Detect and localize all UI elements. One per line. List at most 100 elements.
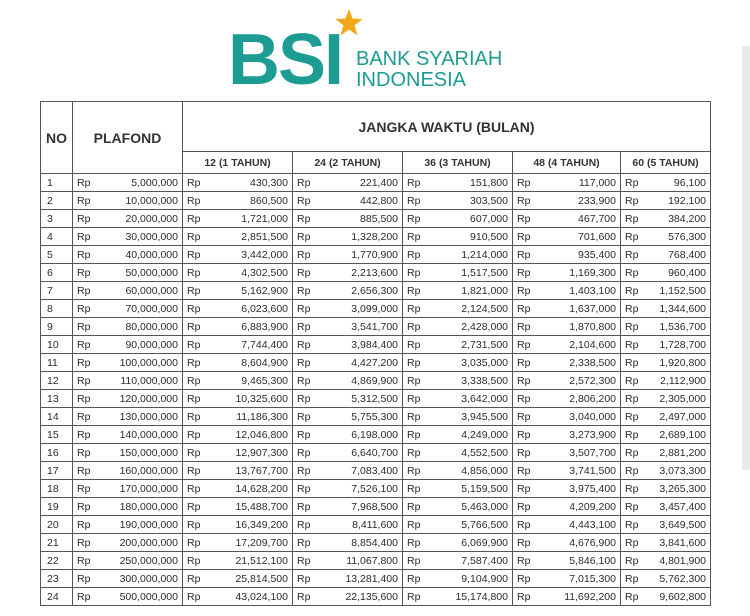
cell-content: Rp 3,099,000 <box>297 303 398 315</box>
installment-cell: Rp 9,602,800 <box>619 587 712 606</box>
currency: Rp <box>517 500 531 513</box>
cell-content: Rp 15,174,800 <box>407 591 508 603</box>
currency: Rp <box>187 464 201 477</box>
cell-content: Rp 4,427,200 <box>297 357 398 369</box>
cell-content: Rp 5,000,000 <box>77 177 178 189</box>
amount: 30,000,000 <box>125 230 178 243</box>
currency: Rp <box>297 410 311 423</box>
cell-content: Rp 2,572,300 <box>517 375 616 387</box>
installment-cell: Rp 3,541,700 <box>292 317 403 336</box>
cell-content: Rp 6,023,600 <box>187 303 288 315</box>
amount: 1,152,500 <box>659 284 707 297</box>
amount: 6,198,000 <box>351 428 398 441</box>
amount: 3,841,600 <box>659 536 707 549</box>
cell-content: Rp 3,265,300 <box>625 483 706 495</box>
amount: 15,174,800 <box>455 590 508 603</box>
installment-cell: Rp 5,755,300 <box>292 407 403 426</box>
currency: Rp <box>625 500 639 513</box>
cell-content: Rp 7,015,300 <box>517 573 616 585</box>
installment-cell: Rp 15,174,800 <box>402 587 513 606</box>
cell-content: Rp 8,854,400 <box>297 537 398 549</box>
cell-content: Rp 2,881,200 <box>625 447 706 459</box>
installment-cell: Rp 1,214,000 <box>402 245 513 264</box>
currency: Rp <box>625 590 639 603</box>
amount: 3,741,500 <box>569 464 616 477</box>
currency: Rp <box>625 284 639 297</box>
installment-cell: Rp 4,209,200 <box>512 497 621 516</box>
cell-content: Rp 7,587,400 <box>407 555 508 567</box>
installment-cell: Rp 13,767,700 <box>182 461 293 480</box>
amount: 3,035,000 <box>461 356 508 369</box>
currency: Rp <box>187 500 201 513</box>
cell-content: Rp 1,344,600 <box>625 303 706 315</box>
installment-cell: Rp 430,300 <box>182 173 293 192</box>
cell-content: Rp 16,349,200 <box>187 519 288 531</box>
cell-content: Rp 910,500 <box>407 231 508 243</box>
amount: 180,000,000 <box>119 500 178 513</box>
currency: Rp <box>297 536 311 549</box>
currency: Rp <box>187 248 201 261</box>
currency: Rp <box>625 392 639 405</box>
currency: Rp <box>407 212 421 225</box>
cell-content: Rp 80,000,000 <box>77 321 178 333</box>
amount: 1,214,000 <box>461 248 508 261</box>
amount: 15,488,700 <box>235 500 288 513</box>
table-row: 20 Rp 190,000,000 Rp 16,349,200 Rp 8,411,600 Rp… <box>40 515 712 534</box>
currency: Rp <box>77 464 91 477</box>
plafond-cell: Rp 250,000,000 <box>72 551 183 570</box>
cell-content: Rp 180,000,000 <box>77 501 178 513</box>
cell-content: Rp 1,920,800 <box>625 357 706 369</box>
currency: Rp <box>77 590 91 603</box>
table-row: 3 Rp 20,000,000 Rp 1,721,000 Rp 885,500 Rp 607,0… <box>40 209 712 228</box>
currency: Rp <box>625 176 639 189</box>
currency: Rp <box>297 374 311 387</box>
cell-content: Rp 117,000 <box>517 177 616 189</box>
cell-content: Rp 190,000,000 <box>77 519 178 531</box>
row-number: 16 <box>40 443 73 462</box>
amount: 3,642,000 <box>461 392 508 405</box>
currency: Rp <box>77 176 91 189</box>
installment-cell: Rp 3,741,500 <box>512 461 621 480</box>
cell-content: Rp 3,073,300 <box>625 465 706 477</box>
row-number: 7 <box>40 281 73 300</box>
amount: 2,731,500 <box>461 338 508 351</box>
cell-content: Rp 3,035,000 <box>407 357 508 369</box>
installment-cell: Rp 303,500 <box>402 191 513 210</box>
installment-cell: Rp 1,328,200 <box>292 227 403 246</box>
row-number: 4 <box>40 227 73 246</box>
currency: Rp <box>297 572 311 585</box>
amount: 2,656,300 <box>351 284 398 297</box>
cell-content: Rp 110,000,000 <box>77 375 178 387</box>
installment-cell: Rp 2,338,500 <box>512 353 621 372</box>
table-row: 11 Rp 100,000,000 Rp 8,604,900 Rp 4,427,200 Rp 3… <box>40 353 712 372</box>
cell-content: Rp 4,869,900 <box>297 375 398 387</box>
currency: Rp <box>407 320 421 333</box>
amount: 384,200 <box>668 212 707 225</box>
amount: 3,945,500 <box>461 410 508 423</box>
currency: Rp <box>517 446 531 459</box>
plafond-cell: Rp 170,000,000 <box>72 479 183 498</box>
currency: Rp <box>407 230 421 243</box>
currency: Rp <box>77 248 91 261</box>
cell-content: Rp 1,403,100 <box>517 285 616 297</box>
installment-cell: Rp 3,099,000 <box>292 299 403 318</box>
amount: 5,000,000 <box>131 176 178 189</box>
currency: Rp <box>187 536 201 549</box>
amount: 1,920,800 <box>659 356 707 369</box>
amount: 300,000,000 <box>119 572 178 585</box>
installment-cell: Rp 12,907,300 <box>182 443 293 462</box>
installment-cell: Rp 117,000 <box>512 173 621 192</box>
installment-cell: Rp 860,500 <box>182 191 293 210</box>
header-no: NO <box>40 101 73 174</box>
currency: Rp <box>77 266 91 279</box>
logo-name: INDONESIA <box>356 69 467 91</box>
cell-content: Rp 768,400 <box>625 249 706 261</box>
cell-content: Rp 2,689,100 <box>625 429 706 441</box>
amount: 4,427,200 <box>351 356 398 369</box>
cell-content: Rp 9,104,900 <box>407 573 508 585</box>
cell-content: Rp 6,198,000 <box>297 429 398 441</box>
amount: 3,099,000 <box>351 302 398 315</box>
table-row: 19 Rp 180,000,000 Rp 15,488,700 Rp 7,968,500 Rp… <box>40 497 712 516</box>
amount: 4,443,100 <box>569 518 616 531</box>
cell-content: Rp 200,000,000 <box>77 537 178 549</box>
